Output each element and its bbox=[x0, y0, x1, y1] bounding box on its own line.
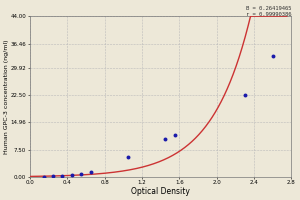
Point bbox=[242, 93, 247, 96]
Y-axis label: Human GPC-3 concentration (ng/ml): Human GPC-3 concentration (ng/ml) bbox=[4, 39, 9, 154]
Text: B = 0.26419465
r = 0.99990386: B = 0.26419465 r = 0.99990386 bbox=[245, 6, 291, 17]
Point bbox=[69, 174, 74, 177]
Point bbox=[125, 155, 130, 158]
Point bbox=[88, 171, 93, 174]
Point bbox=[270, 55, 275, 58]
Point bbox=[41, 175, 46, 178]
Point bbox=[60, 174, 65, 177]
Point bbox=[163, 137, 168, 140]
Point bbox=[172, 133, 177, 137]
Point bbox=[51, 175, 56, 178]
X-axis label: Optical Density: Optical Density bbox=[131, 187, 190, 196]
Point bbox=[79, 172, 84, 176]
